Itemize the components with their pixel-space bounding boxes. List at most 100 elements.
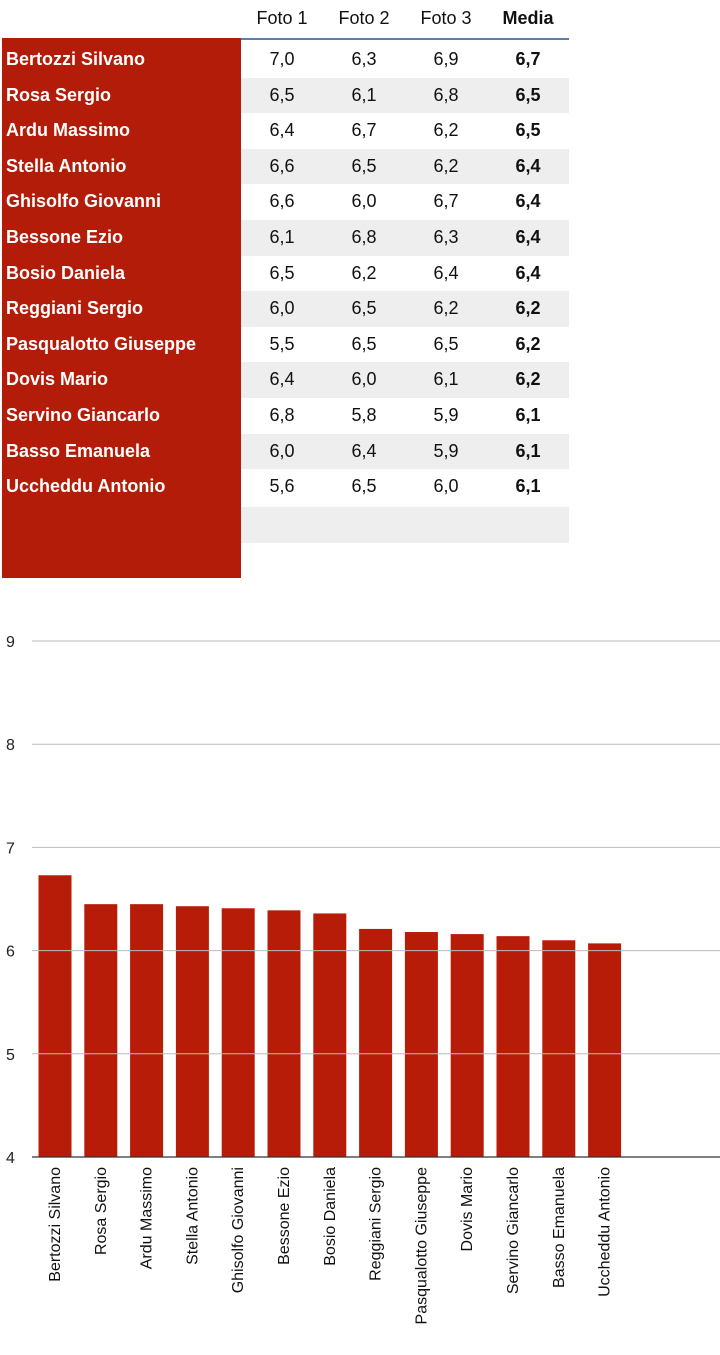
- row-name: Pasqualotto Giuseppe: [6, 333, 197, 354]
- cell-media: 6,1: [515, 405, 541, 425]
- cell-f3: 6,9: [433, 49, 459, 69]
- row-values: 6,0 6,4 5,9 6,1: [241, 433, 569, 470]
- header-foto-1: Foto 1: [256, 8, 308, 28]
- row-values: 6,0 6,5 6,2 6,2: [241, 291, 569, 327]
- cell-media: 6,5: [515, 84, 541, 105]
- cell-f1: 6,4: [269, 369, 295, 390]
- bar: [130, 904, 164, 1157]
- bar: [38, 875, 72, 1157]
- x-tick-label: Pasqualotto Giuseppe: [413, 1167, 430, 1325]
- cell-f1: 6,6: [269, 155, 295, 176]
- cell-f1: 6,5: [269, 84, 295, 105]
- row-name: Bessone Ezio: [6, 227, 124, 247]
- x-tick-label: Bessone Ezio: [276, 1167, 293, 1265]
- cell-f3: 6,2: [433, 120, 459, 141]
- cell-f2: 6,2: [351, 262, 377, 283]
- bar: [84, 904, 118, 1157]
- cell-f2: 6,4: [351, 440, 377, 461]
- cell-media: 6,1: [515, 440, 541, 461]
- x-tick-label: Rosa Sergio: [93, 1167, 110, 1255]
- x-tick-label: Bertozzi Silvano: [47, 1167, 64, 1282]
- cell-f2: 6,5: [351, 476, 377, 497]
- y-tick-label: 9: [6, 634, 15, 651]
- row-name: Stella Antonio: [6, 155, 127, 176]
- cell-media: 6,2: [515, 298, 541, 319]
- table-row: Uccheddu Antonio 5,6 6,5 6,0 6,1: [2, 469, 569, 505]
- row-values: 5,5 6,5 6,5 6,2: [241, 327, 569, 363]
- x-tick-label: Stella Antonio: [184, 1167, 201, 1265]
- cell-media: 6,7: [515, 49, 541, 69]
- header-media: Media: [502, 8, 554, 28]
- cell-media: 6,1: [515, 476, 541, 497]
- x-tick-label: Dovis Mario: [459, 1167, 476, 1252]
- bar: [267, 910, 301, 1157]
- bar: [450, 934, 484, 1157]
- cell-media: 6,2: [515, 369, 541, 390]
- cell-f1: 6,1: [269, 227, 295, 247]
- empty-row: [241, 507, 569, 543]
- table-row: Pasqualotto Giuseppe 5,5 6,5 6,5 6,2: [2, 327, 569, 363]
- cell-f3: 5,9: [433, 440, 459, 461]
- x-tick-label: Reggiani Sergio: [368, 1167, 385, 1281]
- row-values: 5,6 6,5 6,0 6,1: [241, 469, 569, 505]
- y-tick-label: 5: [6, 1047, 15, 1064]
- header-foto-3: Foto 3: [420, 8, 472, 28]
- row-name: Servino Giancarlo: [6, 405, 161, 425]
- table-row: Basso Emanuela 6,0 6,4 5,9 6,1: [2, 433, 569, 470]
- cell-f1: 6,6: [269, 191, 295, 212]
- row-values: 6,6 6,0 6,7 6,4: [241, 184, 569, 220]
- row-name: Basso Emanuela: [6, 440, 151, 461]
- y-tick-label: 4: [6, 1150, 15, 1167]
- table-header: Foto 1 Foto 2 Foto 3 Media: [241, 0, 569, 40]
- cell-media: 6,4: [515, 191, 541, 212]
- table-row: Ardu Massimo 6,4 6,7 6,2 6,5: [2, 113, 569, 149]
- cell-media: 6,4: [515, 155, 541, 176]
- cell-f3: 6,4: [433, 262, 459, 283]
- cell-media: 6,4: [515, 227, 541, 247]
- cell-f3: 6,2: [433, 155, 459, 176]
- cell-f3: 6,0: [433, 476, 459, 497]
- cell-f2: 6,0: [351, 191, 377, 212]
- x-tick-label: Servino Giancarlo: [505, 1167, 522, 1294]
- table-row: Servino Giancarlo 6,8 5,8 5,9 6,1: [2, 398, 569, 434]
- row-name: Bertozzi Silvano: [6, 49, 146, 69]
- cell-f2: 5,8: [351, 405, 377, 425]
- table-row: Bessone Ezio 6,1 6,8 6,3 6,4: [2, 220, 569, 256]
- bar: [221, 908, 255, 1157]
- cell-media: 6,4: [515, 262, 541, 283]
- bar: [542, 940, 576, 1157]
- x-tick-label: Bosio Daniela: [322, 1167, 339, 1266]
- bar: [404, 932, 438, 1157]
- cell-f2: 6,3: [351, 49, 377, 69]
- cell-f3: 5,9: [433, 405, 459, 425]
- cell-f1: 6,8: [269, 405, 295, 425]
- cell-f1: 7,0: [269, 49, 295, 69]
- cell-f2: 6,0: [351, 369, 377, 390]
- row-values: 6,1 6,8 6,3 6,4: [241, 220, 569, 256]
- row-name: Ardu Massimo: [6, 120, 131, 141]
- table-row: Ghisolfo Giovanni 6,6 6,0 6,7 6,4: [2, 184, 569, 220]
- cell-f2: 6,8: [351, 227, 377, 247]
- table-row: Bertozzi Silvano 7,0 6,3 6,9 6,7: [2, 42, 569, 78]
- x-tick-label: Ghisolfo Giovanni: [230, 1167, 247, 1293]
- row-name: Rosa Sergio: [6, 84, 112, 105]
- cell-f2: 6,5: [351, 298, 377, 319]
- header-foto-2: Foto 2: [338, 8, 390, 28]
- cell-f3: 6,1: [433, 369, 459, 390]
- cell-f1: 6,4: [269, 120, 295, 141]
- cell-f3: 6,7: [433, 191, 459, 212]
- row-values: 6,8 5,8 5,9 6,1: [241, 398, 569, 434]
- cell-media: 6,5: [515, 120, 541, 141]
- row-values: 6,5 6,2 6,4 6,4: [241, 256, 569, 292]
- row-values: 6,4 6,0 6,1 6,2: [241, 362, 569, 398]
- name-column: [2, 38, 241, 578]
- cell-f2: 6,1: [351, 84, 377, 105]
- row-values: 7,0 6,3 6,9 6,7: [241, 42, 569, 78]
- y-tick-label: 8: [6, 737, 15, 754]
- cell-f3: 6,5: [433, 333, 459, 354]
- cell-f2: 6,5: [351, 333, 377, 354]
- x-tick-label: Ardu Massimo: [139, 1167, 156, 1269]
- table-row: Rosa Sergio 6,5 6,1 6,8 6,5: [2, 77, 569, 114]
- bar: [175, 906, 209, 1157]
- table-row: Bosio Daniela 6,5 6,2 6,4 6,4: [2, 256, 569, 292]
